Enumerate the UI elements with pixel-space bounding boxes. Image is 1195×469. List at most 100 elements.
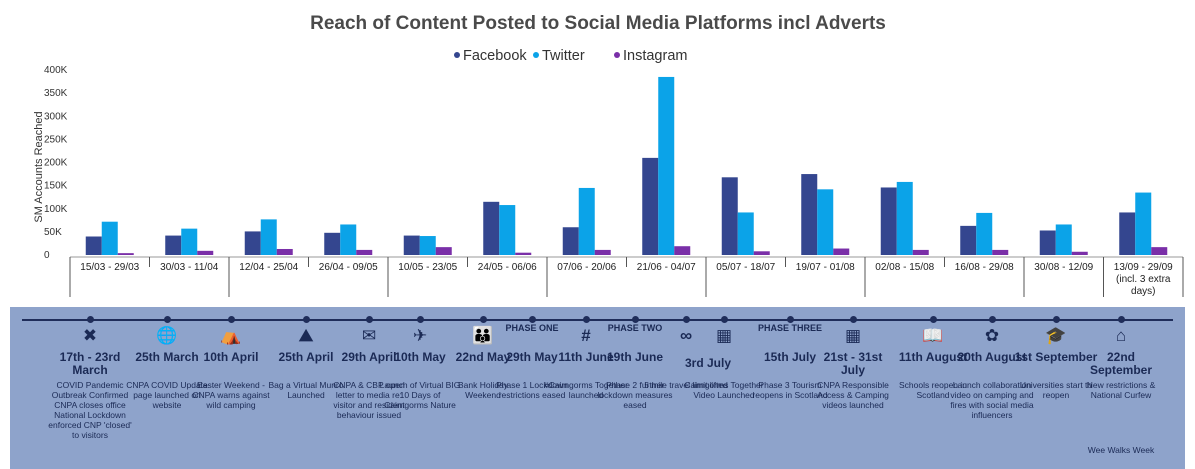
event-description: Cairngorms Together Video Launched bbox=[684, 380, 764, 400]
timeline-dot bbox=[721, 316, 728, 323]
event-description: COVID Pandemic Outbreak Confirmed CNPA c… bbox=[48, 380, 132, 440]
bar-twitter bbox=[658, 76, 675, 255]
bar-twitter bbox=[499, 205, 516, 255]
chart-title: Reach of Content Posted to Social Media … bbox=[310, 13, 886, 34]
x-tick-label: 21/06 - 04/07 bbox=[637, 262, 696, 273]
y-tick-label: 400K bbox=[44, 65, 68, 76]
x-tick-label: 10/05 - 23/05 bbox=[398, 262, 457, 273]
bar-instagram bbox=[912, 249, 929, 255]
film-icon: ▦ bbox=[715, 326, 733, 345]
bar-facebook bbox=[1039, 230, 1056, 255]
y-tick-label: 150K bbox=[44, 181, 68, 192]
x-tick-label: 26/04 - 09/05 bbox=[319, 262, 378, 273]
x-axis: 15/03 - 29/03 30/03 - 11/04 12/04 - 25/04 2… bbox=[69, 256, 1184, 297]
event-description: New restrictions & National Curfew bbox=[1086, 380, 1156, 400]
timeline-dot bbox=[930, 316, 937, 323]
bar-instagram bbox=[1151, 247, 1168, 255]
timeline-dot bbox=[164, 316, 171, 323]
bar-twitter bbox=[737, 212, 754, 255]
timeline-dot bbox=[529, 316, 536, 323]
y-tick-label: 100K bbox=[44, 204, 68, 215]
event-date: 17th - 23rd March bbox=[59, 350, 121, 377]
timeline-line bbox=[22, 319, 1173, 321]
event-description: CNPA Responsible Access & Camping videos… bbox=[817, 380, 889, 410]
y-tick-label: 350K bbox=[44, 88, 68, 99]
bar-twitter bbox=[101, 221, 118, 255]
legend-label-facebook: Facebook bbox=[463, 48, 527, 64]
event-date: 11th August bbox=[898, 350, 968, 364]
legend: Facebook Twitter Instagram bbox=[454, 48, 687, 64]
y-tick-label: 300K bbox=[44, 111, 68, 122]
event-description: Phase 1 Lockdown restrictions eased bbox=[496, 380, 568, 400]
x-tick-label: days) bbox=[1131, 286, 1155, 297]
bar-instagram bbox=[197, 250, 214, 255]
bar-facebook bbox=[1119, 212, 1136, 255]
event-description: CNPA & CBP open letter to media re: visi… bbox=[333, 380, 405, 420]
event-description: Phase 3 Tourism reopens in Scotland bbox=[752, 380, 828, 400]
timeline-dot bbox=[417, 316, 424, 323]
x-tick-label: 15/03 - 29/03 bbox=[80, 262, 139, 273]
event-date: 10th May bbox=[394, 350, 446, 364]
event-description: Launch of Virtual BIG 10 Days of Cairngo… bbox=[379, 380, 461, 410]
x-tick-label: 30/08 - 12/09 bbox=[1034, 262, 1093, 273]
mountain-icon: ⛰ bbox=[298, 326, 314, 345]
letter-icon: ✉ bbox=[361, 326, 377, 345]
globe-icon: 🌐 bbox=[156, 326, 178, 345]
bicycle-icon: ∞ bbox=[679, 326, 693, 345]
event-description: Bag a Virtual Munro Launched bbox=[268, 380, 344, 400]
timeline-dot bbox=[87, 316, 94, 323]
x-tick-label: 02/08 - 15/08 bbox=[875, 262, 934, 273]
bar-twitter bbox=[260, 219, 277, 255]
bar-instagram bbox=[674, 246, 691, 255]
bar-instagram bbox=[1071, 251, 1088, 255]
event-date: 10th April bbox=[203, 350, 259, 364]
bar-instagram bbox=[356, 249, 373, 255]
bar-twitter bbox=[1055, 224, 1072, 255]
book-icon: 📖 bbox=[922, 326, 944, 345]
bar-facebook bbox=[721, 177, 738, 255]
legend-marker-twitter bbox=[533, 52, 539, 58]
x-tick-label: 05/07 - 18/07 bbox=[716, 262, 775, 273]
phase-label: PHASE TWO bbox=[607, 323, 663, 333]
legend-marker-instagram bbox=[614, 52, 620, 58]
bar-twitter bbox=[419, 236, 436, 255]
bar-instagram bbox=[276, 248, 293, 255]
bar-facebook bbox=[562, 227, 579, 255]
bar-instagram bbox=[753, 251, 770, 255]
family-icon: 👪 bbox=[472, 326, 494, 345]
graduation-cap-icon: 🎓 bbox=[1045, 326, 1067, 345]
y-tick-label: 50K bbox=[44, 227, 62, 238]
x-tick-label: 07/06 - 20/06 bbox=[557, 262, 616, 273]
bar-twitter bbox=[340, 224, 357, 255]
x-tick-label: (incl. 3 extra bbox=[1116, 274, 1171, 285]
timeline-dot bbox=[632, 316, 639, 323]
x-tick-label: 13/09 - 29/09 bbox=[1114, 262, 1173, 273]
bird-icon: ✈ bbox=[412, 326, 428, 345]
bar-instagram bbox=[594, 249, 611, 255]
y-axis-label: SM Accounts Reached bbox=[33, 111, 45, 222]
event-description: Bank Holiday Weekend bbox=[457, 380, 509, 400]
bars bbox=[85, 76, 1168, 255]
campfire-icon: ✿ bbox=[984, 326, 1000, 345]
bar-facebook bbox=[244, 231, 261, 255]
bar-twitter bbox=[1135, 192, 1152, 255]
event-date: 29th April bbox=[341, 350, 397, 364]
hashtag-icon: # bbox=[581, 326, 591, 345]
event-date: 22nd September bbox=[1089, 350, 1153, 377]
bar-facebook bbox=[880, 187, 897, 255]
event-description: #Cairngorms Together launched bbox=[544, 380, 628, 400]
bar-instagram bbox=[833, 248, 850, 255]
event-date: 21st - 31st July bbox=[823, 350, 883, 377]
bar-twitter bbox=[817, 189, 834, 255]
bar-facebook bbox=[483, 201, 500, 255]
event-description: Schools reopen in Scotland bbox=[898, 380, 968, 400]
x-tick-label: 12/04 - 25/04 bbox=[239, 262, 298, 273]
y-tick-label: 200K bbox=[44, 158, 68, 169]
bar-facebook bbox=[801, 174, 818, 255]
event-date: 22nd May bbox=[455, 350, 511, 364]
bar-instagram bbox=[992, 249, 1009, 255]
timeline-panel: ✖ 17th - 23rd March COVID Pandemic Outbrea… bbox=[10, 307, 1185, 469]
bar-instagram bbox=[435, 247, 452, 255]
event-description: 5 mile travel limit lifted bbox=[644, 380, 728, 390]
timeline-dot bbox=[480, 316, 487, 323]
